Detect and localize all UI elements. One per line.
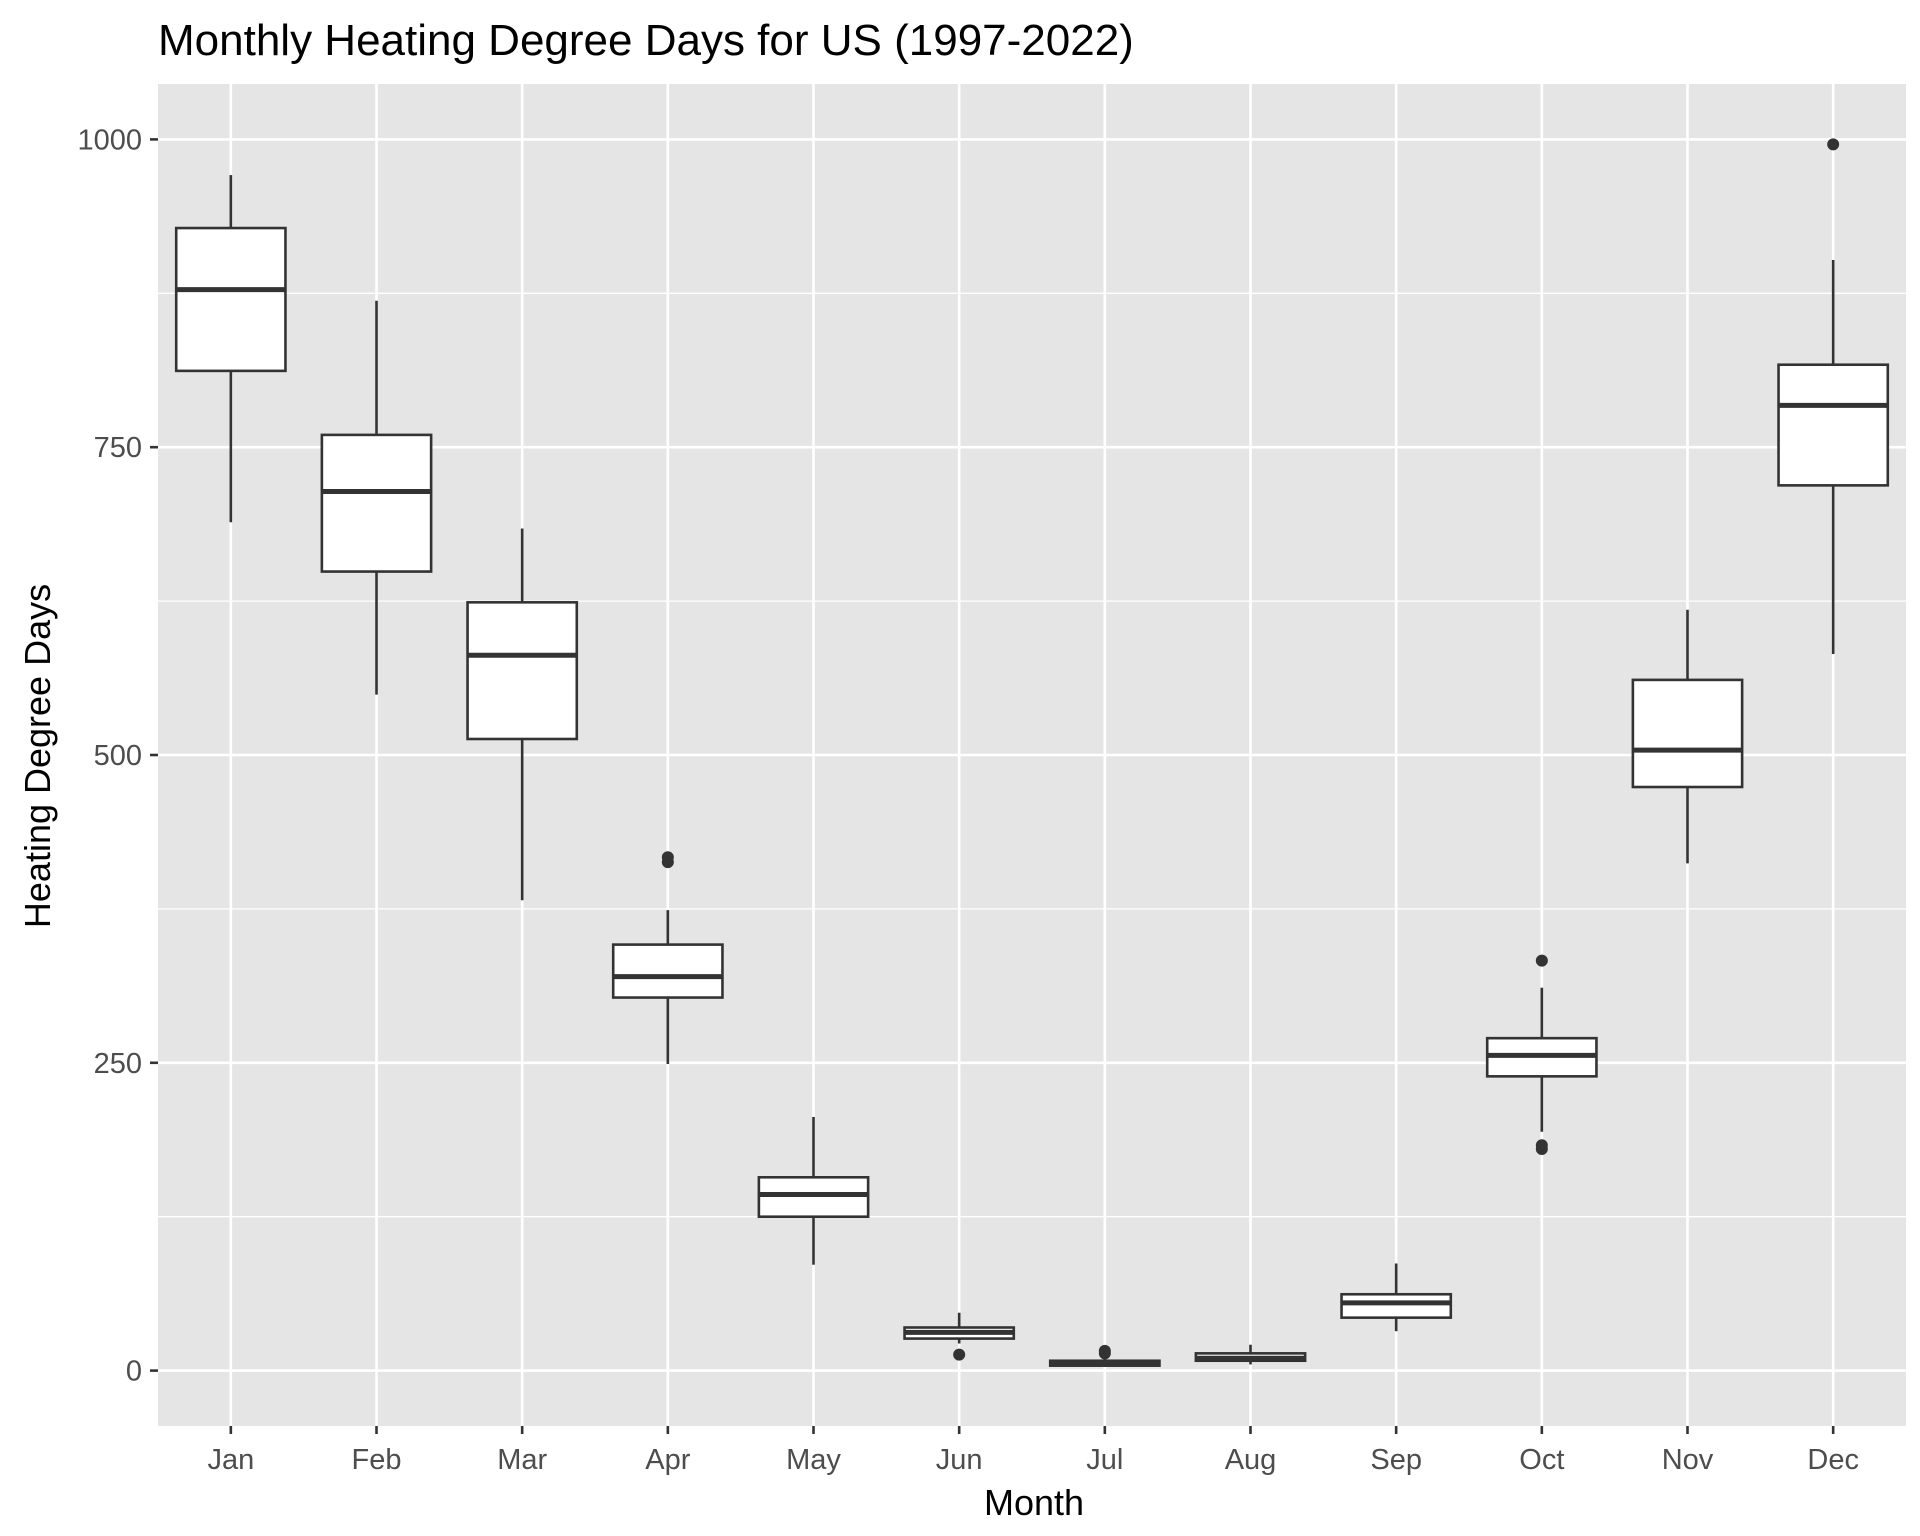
outlier-point <box>661 851 674 864</box>
box-jun <box>903 1312 1016 1361</box>
x-axis-title: Month <box>984 1482 1084 1523</box>
y-tick-label: 0 <box>126 1356 142 1388</box>
box-jan <box>174 175 287 523</box>
box-feb <box>320 300 433 695</box>
x-axis: Jan Feb Mar Apr May Jun Jul Aug Sep Oct Nov Dec <box>207 1426 1859 1476</box>
box-nov <box>1631 609 1744 864</box>
outlier-point <box>1535 1139 1548 1152</box>
box-sep <box>1340 1263 1453 1332</box>
box-oct <box>1485 954 1598 1155</box>
y-tick-label: 1000 <box>77 124 142 156</box>
x-tick-label: Jul <box>1086 1444 1123 1476</box>
x-tick-label: Dec <box>1807 1444 1859 1476</box>
iqr-box <box>1340 1292 1453 1319</box>
y-axis-title: Heating Degree Days <box>17 584 58 928</box>
box-may <box>757 1116 870 1265</box>
y-tick-label: 750 <box>94 432 142 464</box>
x-tick-label: Feb <box>352 1444 402 1476</box>
x-tick-label: Oct <box>1519 1444 1564 1476</box>
box-apr <box>611 851 724 1065</box>
x-tick-label: Apr <box>645 1444 690 1476</box>
x-tick-label: Jan <box>207 1444 254 1476</box>
iqr-box <box>1631 678 1744 789</box>
outlier-point <box>1827 138 1840 151</box>
x-tick-label: Sep <box>1370 1444 1422 1476</box>
x-tick-label: Aug <box>1225 1444 1277 1476</box>
box-dec <box>1777 138 1890 655</box>
y-axis: 0 250 500 750 1000 <box>77 124 158 1388</box>
outlier-point <box>1535 954 1548 967</box>
x-tick-label: May <box>786 1444 841 1476</box>
x-tick-label: Mar <box>497 1444 547 1476</box>
box-series <box>174 138 1890 1367</box>
iqr-box <box>611 943 724 999</box>
x-tick-label: Nov <box>1662 1444 1714 1476</box>
iqr-box <box>320 433 433 573</box>
gridlines <box>158 84 1906 1426</box>
box-aug <box>1194 1344 1307 1365</box>
iqr-box <box>466 601 579 741</box>
iqr-box <box>174 226 287 373</box>
x-tick-label: Jun <box>936 1444 983 1476</box>
chart-title: Monthly Heating Degree Days for US (1997… <box>158 16 1134 65</box>
box-jul <box>1048 1344 1161 1367</box>
iqr-box <box>1777 363 1890 487</box>
y-tick-label: 250 <box>94 1048 142 1080</box>
outlier-point <box>1098 1344 1111 1357</box>
y-tick-label: 500 <box>94 740 142 772</box>
outlier-point <box>953 1348 966 1361</box>
box-mar <box>466 528 579 901</box>
